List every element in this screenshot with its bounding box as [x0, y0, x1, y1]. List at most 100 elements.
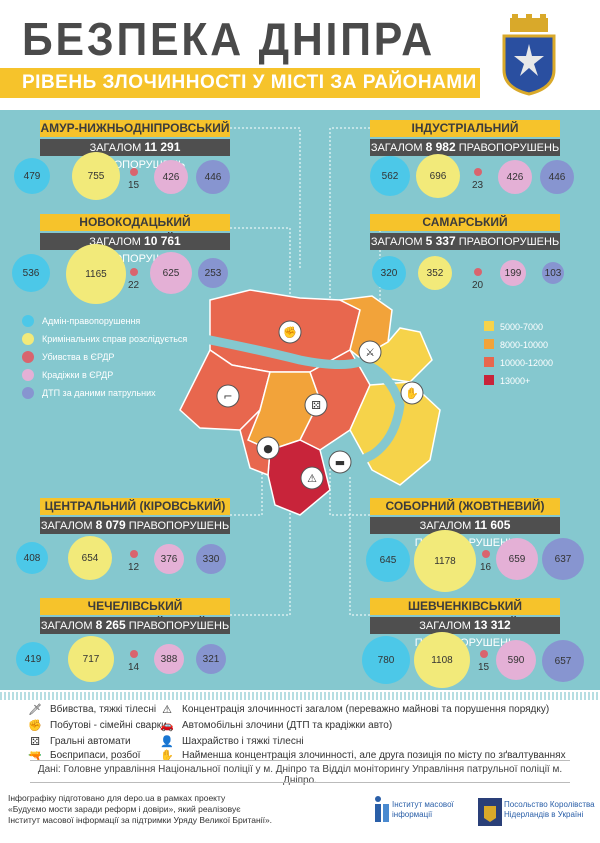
map-gun-icon	[216, 384, 240, 408]
bubble-dtp: 253	[198, 258, 228, 288]
bubble-admin: 780	[362, 636, 410, 684]
bubble-admin: 562	[370, 156, 410, 196]
district-name: ЧЕЧЕЛІВСЬКИЙ (КРАСНОГВАРДІЙСЬКИЙ)	[40, 598, 230, 630]
svg-text:⚠: ⚠	[307, 472, 317, 485]
divider	[30, 760, 570, 761]
district-total: ЗАГАЛОМ 5 337 ПРАВОПОРУШЕНЬ	[370, 233, 560, 250]
murder-label: 15	[128, 180, 140, 191]
svg-text:●: ●	[263, 442, 273, 455]
divider	[30, 782, 570, 783]
bubble-theft: 659	[496, 538, 538, 580]
district-total: ЗАГАЛОМ 11 605 ПРАВОПОРУШЕНЬ	[370, 517, 560, 549]
gun-icon: 🔫	[28, 750, 42, 762]
bubble-theft: 388	[154, 644, 184, 674]
scale-swatch	[484, 321, 494, 331]
bubble-dtp: 321	[196, 644, 226, 674]
bubble-crim: 1178	[414, 530, 476, 592]
scale-swatch	[484, 357, 494, 367]
district-name: ЦЕНТРАЛЬНИЙ (КІРОВСЬКИЙ)	[40, 498, 230, 515]
murder-label: 12	[128, 562, 140, 573]
bubble-admin: 408	[16, 542, 48, 574]
bubble-theft: 376	[154, 544, 184, 574]
bubble-dtp: 637	[542, 538, 584, 580]
dice-icon: ⚄	[30, 736, 40, 748]
bubble-murder	[130, 550, 138, 558]
bubble-theft: 590	[496, 640, 536, 680]
murder-label: 15	[478, 662, 490, 673]
legend-swatch	[22, 369, 34, 381]
bubble-murder	[482, 550, 490, 558]
murder-label: 20	[472, 280, 484, 291]
bubble-admin: 536	[12, 254, 50, 292]
bubble-murder	[130, 168, 138, 176]
knife-icon: 🗡	[28, 704, 42, 716]
district-total: ЗАГАЛОМ 8 079 ПРАВОПОРУШЕНЬ	[40, 517, 230, 534]
murder-label: 16	[480, 562, 492, 573]
car-icon: 🚗	[160, 720, 174, 732]
district-total: ЗАГАЛОМ 13 312 ПРАВОПОРУШЕНЬ	[370, 617, 560, 649]
district-name: СОБОРНИЙ (ЖОВТНЕВИЙ)	[370, 498, 560, 515]
map-hand-icon	[400, 381, 424, 405]
svg-text:⚔: ⚔	[365, 346, 375, 359]
bubble-murder	[474, 268, 482, 276]
bubble-murder	[130, 650, 138, 658]
bubble-crim: 352	[418, 256, 452, 290]
district-total: ЗАГАЛОМ 8 982 ПРАВОПОРУШЕНЬ	[370, 139, 560, 156]
fight-icon: ✊	[28, 720, 42, 732]
bubble-crim: 1108	[414, 632, 470, 688]
map-car-icon	[328, 450, 352, 474]
mask-icon: 👤	[160, 736, 174, 748]
page-subtitle: РІВЕНЬ ЗЛОЧИННОСТІ У МІСТІ ЗА РАЙОНАМИ	[22, 72, 477, 93]
district-total: ЗАГАЛОМ 8 265 ПРАВОПОРУШЕНЬ	[40, 617, 230, 634]
bubble-theft: 426	[498, 160, 532, 194]
murder-label: 22	[128, 280, 140, 291]
district-total: ЗАГАЛОМ 10 761 ПРАВОПОРУШЕНЬ	[40, 233, 230, 265]
bubble-dtp: 657	[542, 640, 584, 682]
main-panel: ✊ ⚔ ✋ ⌐ ⚄ ● ▬ ⚠ АМУР-НИЖНЬОДНІПРОВСЬКИЙ …	[0, 110, 600, 690]
svg-text:▬: ▬	[335, 456, 345, 469]
bubble-admin: 320	[372, 256, 406, 290]
subtitle-bar	[0, 68, 480, 98]
bubble-theft: 199	[500, 260, 526, 286]
bubble-dtp: 446	[540, 160, 574, 194]
bubble-dtp: 103	[542, 262, 564, 284]
district-name: САМАРСЬКИЙ	[370, 214, 560, 231]
district-name: ШЕВЧЕНКІВСЬКИЙ (БАБУШКІНСЬКИЙ)	[370, 598, 560, 630]
page-title: БЕЗПЕКА ДНІПРА	[22, 13, 435, 65]
map-warning-icon	[300, 466, 324, 490]
stop-hand-icon: ✋	[160, 750, 174, 762]
district-name: НОВОКОДАЦЬКИЙ (ЛЕНІНСЬКИЙ)	[40, 214, 230, 246]
district-name: ІНДУСТРІАЛЬНИЙ	[370, 120, 560, 137]
legend-swatch	[22, 315, 34, 327]
bubble-murder	[130, 268, 138, 276]
embassy-logo-icon	[478, 798, 502, 826]
map-mask-icon	[256, 436, 280, 460]
bubble-theft: 426	[154, 160, 188, 194]
source-note: Дані: Головне управління Національної по…	[37, 764, 563, 786]
district-shevchenkivsky-shape	[267, 439, 331, 516]
bubble-crim: 1165	[66, 244, 126, 304]
bubble-crim: 654	[68, 536, 112, 580]
bubble-dtp: 446	[196, 160, 230, 194]
murder-label: 14	[128, 662, 140, 673]
bubble-crim: 755	[72, 152, 120, 200]
district-name: АМУР-НИЖНЬОДНІПРОВСЬКИЙ	[40, 120, 230, 137]
embassy-label: Посольство Королівства Нідерландів в Укр…	[504, 800, 595, 819]
map-knife-icon	[358, 340, 382, 364]
divider-hatch	[0, 692, 600, 700]
map-fight-icon	[278, 320, 302, 344]
district-total: ЗАГАЛОМ 11 291 ПРАВОПОРУШЕНЬ	[40, 139, 230, 171]
credit-note: Інфографіку підготовано для depo.ua в ра…	[8, 793, 273, 825]
legend-swatch	[22, 333, 34, 345]
warning-icon: ⚠	[162, 704, 172, 716]
imi-label: Інститут масової інформації	[392, 800, 454, 819]
bubble-admin: 419	[16, 642, 50, 676]
legend-swatch	[22, 387, 34, 399]
coat-of-arms-icon	[502, 14, 556, 96]
svg-text:⚄: ⚄	[311, 399, 321, 412]
bubble-admin: 645	[366, 538, 410, 582]
bubble-murder	[480, 650, 488, 658]
bubble-theft: 625	[150, 252, 192, 294]
scale-swatch	[484, 339, 494, 349]
